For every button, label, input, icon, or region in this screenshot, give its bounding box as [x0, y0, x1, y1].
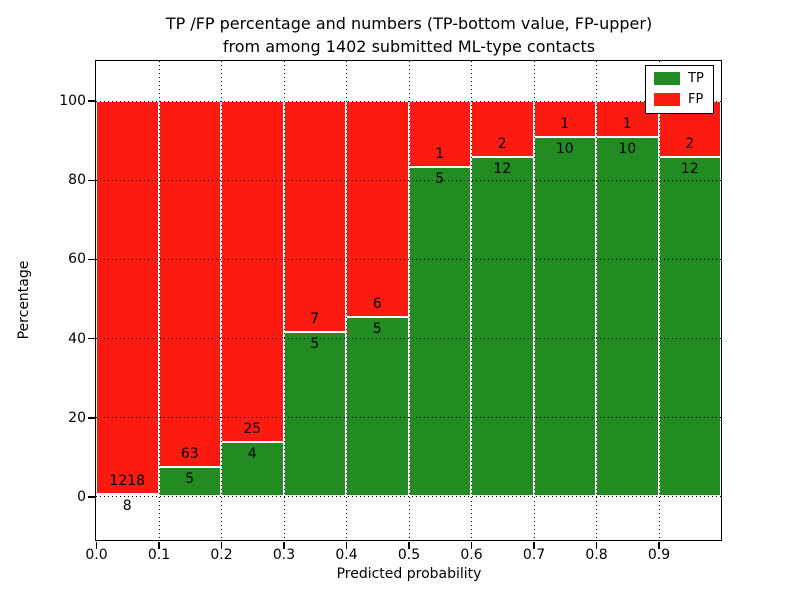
tp-count-label-7: 10 — [555, 140, 574, 157]
legend-item-fp: FP — [654, 93, 704, 106]
gridline-x-0.1 — [158, 61, 160, 540]
tp-count-label-4: 5 — [372, 320, 382, 337]
tp-count-label-9: 12 — [680, 161, 699, 178]
x-tick-label-0.2: 0.2 — [210, 547, 233, 563]
x-tick-label-0.1: 0.1 — [147, 547, 171, 563]
bar-segment-fp-1 — [158, 100, 221, 468]
x-tick-label-0.3: 0.3 — [272, 547, 296, 563]
x-tick-0.1 — [158, 542, 160, 549]
bar-segment-fp-0 — [96, 100, 159, 494]
x-tick-label-0.4: 0.4 — [335, 547, 358, 563]
bar-segment-tp-6 — [471, 157, 534, 497]
bar-segment-tp-9 — [658, 157, 721, 497]
plot-area: 1218 8 63 5 25 4 7 5 6 5 1 5 2 12 1 10 1 10 2 12 — [95, 60, 722, 541]
y-tick-60 — [88, 258, 96, 261]
y-tick-label-40: 40 — [68, 330, 86, 347]
y-tick-label-80: 80 — [68, 172, 86, 189]
y-tick-80 — [88, 179, 96, 181]
bar-segment-tp-7 — [533, 136, 596, 497]
x-tick-label-0.6: 0.6 — [460, 547, 483, 563]
legend-swatch-fp — [654, 93, 680, 106]
bar-segment-fp-2 — [221, 100, 284, 442]
x-tick-0.5 — [408, 542, 410, 549]
fp-count-label-4: 6 — [372, 295, 382, 312]
x-tick-label-0.9: 0.9 — [647, 547, 671, 563]
x-tick-label-0.5: 0.5 — [397, 547, 421, 563]
fp-count-label-3: 7 — [310, 310, 320, 327]
tp-count-label-5: 5 — [435, 170, 445, 187]
gridline-x-0.9 — [658, 61, 660, 540]
bar-segment-fp-4 — [346, 100, 409, 317]
gridline-x-0.6 — [471, 61, 472, 540]
x-tick-label-0.0: 0.0 — [85, 547, 108, 563]
y-tick-40 — [88, 337, 96, 340]
bar-segment-tp-4 — [346, 316, 409, 497]
x-tick-label-0.7: 0.7 — [522, 547, 546, 563]
tp-count-label-8: 10 — [618, 140, 637, 157]
y-tick-label-100: 100 — [59, 93, 86, 110]
y-tick-0 — [88, 496, 96, 498]
chart-title-line2: from among 1402 submitted ML-type contac… — [222, 37, 596, 56]
fp-count-label-8: 1 — [622, 115, 632, 132]
x-tick-0.7 — [533, 542, 535, 549]
bar-segment-fp-3 — [283, 100, 346, 332]
x-tick-label-0.8: 0.8 — [585, 547, 608, 563]
bar-segment-tp-5 — [408, 166, 471, 497]
bar-segment-fp-6 — [471, 100, 534, 158]
x-tick-0.8 — [595, 542, 598, 549]
legend-label-fp: FP — [688, 92, 704, 107]
y-tick-20 — [88, 417, 96, 419]
bar-segment-tp-3 — [283, 331, 346, 497]
legend-label-tp: TP — [688, 71, 704, 86]
bar-segment-tp-1 — [158, 467, 221, 497]
gridline-x-0.8 — [596, 61, 597, 540]
tp-count-label-3: 5 — [310, 335, 320, 352]
fp-count-label-9: 2 — [685, 136, 695, 153]
gridline-x-0.5 — [408, 61, 410, 540]
fp-count-label-6: 2 — [497, 136, 507, 153]
x-tick-0.6 — [470, 542, 473, 549]
gridline-x-0.2 — [221, 61, 222, 540]
fp-count-label-0: 1218 — [109, 472, 146, 489]
tp-count-label-2: 4 — [247, 445, 257, 462]
tp-count-label-6: 12 — [493, 161, 512, 178]
x-tick-0.2 — [220, 542, 223, 549]
y-tick-label-60: 60 — [68, 251, 86, 268]
tp-count-label-1: 5 — [185, 471, 195, 488]
y-tick-label-0: 0 — [77, 488, 86, 505]
y-axis-label: Percentage — [16, 260, 32, 340]
chart-title-line1: TP /FP percentage and numbers (TP-bottom… — [165, 14, 653, 33]
tp-count-label-0: 8 — [122, 497, 132, 514]
gridline-x-0.3 — [283, 61, 285, 540]
y-tick-100 — [88, 100, 96, 102]
fp-count-label-2: 25 — [243, 420, 262, 437]
x-axis-label: Predicted probability — [336, 566, 482, 582]
fp-count-label-7: 1 — [560, 115, 570, 132]
fp-count-label-5: 1 — [435, 145, 445, 162]
bar-segment-tp-8 — [596, 136, 659, 497]
legend-item-tp: TP — [654, 72, 704, 85]
chart-title: TP /FP percentage and numbers (TP-bottom… — [95, 12, 723, 58]
fp-count-label-1: 63 — [180, 446, 199, 463]
legend-swatch-tp — [654, 72, 680, 85]
x-tick-0.0 — [95, 542, 98, 549]
legend: TP FP — [645, 65, 714, 114]
gridline-x-0.4 — [346, 61, 347, 540]
x-tick-0.3 — [283, 542, 285, 549]
y-tick-label-20: 20 — [68, 409, 86, 426]
x-tick-0.9 — [658, 542, 660, 549]
x-tick-0.4 — [345, 542, 348, 549]
gridline-x-0.7 — [533, 61, 535, 540]
bar-segment-tp-0 — [96, 493, 159, 497]
